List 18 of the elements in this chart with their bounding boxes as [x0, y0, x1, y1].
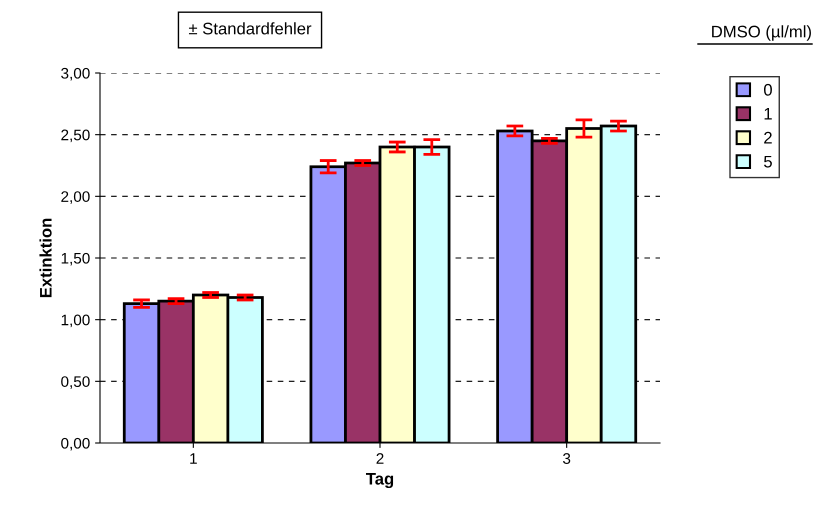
text: ± Standardfehler: [188, 22, 312, 34]
y-tick-label: 0,00: [61, 438, 90, 450]
legend-label: 1: [764, 108, 772, 120]
x-tick-label: 1: [190, 453, 197, 464]
legend-label: 2: [764, 132, 772, 144]
legend-label: 5: [764, 156, 772, 168]
legend-title: DMSO (µl/ml): [712, 25, 811, 41]
y-tick-label: 3,00: [61, 68, 90, 80]
x-axis-title: Tag: [366, 473, 394, 488]
y-tick-label: 1,00: [62, 314, 90, 328]
x-tick-label: 3: [563, 453, 570, 464]
legend-label: 0: [764, 84, 772, 96]
y-tick-label: 2,50: [61, 130, 90, 142]
x-tick-label: 2: [376, 453, 384, 464]
y-axis-title: Extinktion: [39, 218, 52, 298]
y-tick-label: 1,50: [62, 252, 90, 266]
y-tick-label: 2,00: [61, 191, 90, 204]
y-tick-label: 0,50: [61, 376, 90, 389]
